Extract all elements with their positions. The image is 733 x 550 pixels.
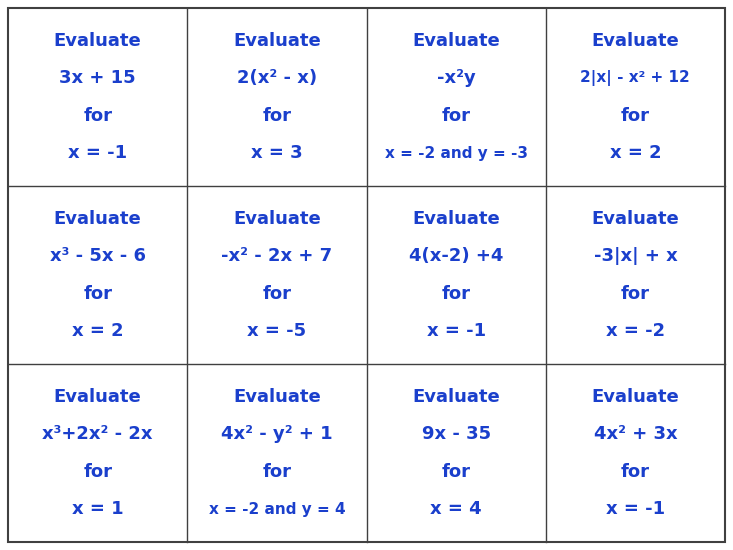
Text: -3|x| + x: -3|x| + x <box>594 248 677 265</box>
Text: 4x² - y² + 1: 4x² - y² + 1 <box>221 425 333 443</box>
Text: 4x² + 3x: 4x² + 3x <box>594 425 677 443</box>
Text: Evaluate: Evaluate <box>233 32 321 50</box>
Text: for: for <box>441 285 471 303</box>
Text: -x² - 2x + 7: -x² - 2x + 7 <box>221 248 333 265</box>
Text: 9x - 35: 9x - 35 <box>421 425 490 443</box>
Text: 2|x| - x² + 12: 2|x| - x² + 12 <box>581 70 690 86</box>
Text: Evaluate: Evaluate <box>592 210 679 228</box>
Text: Evaluate: Evaluate <box>592 32 679 50</box>
Text: x = -2: x = -2 <box>605 322 665 340</box>
Text: x = 2: x = 2 <box>72 322 123 340</box>
Text: x = 3: x = 3 <box>251 144 303 162</box>
Text: x = -2 and y = 4: x = -2 and y = 4 <box>209 502 345 516</box>
Text: Evaluate: Evaluate <box>54 388 141 406</box>
Text: x³ - 5x - 6: x³ - 5x - 6 <box>50 248 146 265</box>
Text: for: for <box>83 285 112 303</box>
Text: 3x + 15: 3x + 15 <box>59 69 136 87</box>
Text: for: for <box>621 107 650 125</box>
Text: Evaluate: Evaluate <box>412 32 500 50</box>
Text: x = -1: x = -1 <box>605 500 665 518</box>
Text: for: for <box>262 285 292 303</box>
Text: Evaluate: Evaluate <box>54 210 141 228</box>
Text: x = -1: x = -1 <box>68 144 128 162</box>
Text: for: for <box>621 285 650 303</box>
Text: Evaluate: Evaluate <box>412 388 500 406</box>
Text: x = 1: x = 1 <box>72 500 123 518</box>
Text: x = -2 and y = -3: x = -2 and y = -3 <box>385 146 528 161</box>
Text: x = -5: x = -5 <box>247 322 306 340</box>
Text: 4(x-2) +4: 4(x-2) +4 <box>409 248 504 265</box>
Text: Evaluate: Evaluate <box>54 32 141 50</box>
Text: for: for <box>83 107 112 125</box>
Text: Evaluate: Evaluate <box>233 388 321 406</box>
Text: Evaluate: Evaluate <box>592 388 679 406</box>
Text: for: for <box>441 463 471 481</box>
Text: for: for <box>262 107 292 125</box>
Text: Evaluate: Evaluate <box>233 210 321 228</box>
Text: 2(x² - x): 2(x² - x) <box>237 69 317 87</box>
Text: for: for <box>83 463 112 481</box>
Text: for: for <box>441 107 471 125</box>
Text: Evaluate: Evaluate <box>412 210 500 228</box>
Text: x³+2x² - 2x: x³+2x² - 2x <box>43 425 153 443</box>
Text: x = 4: x = 4 <box>430 500 482 518</box>
Text: for: for <box>621 463 650 481</box>
Text: for: for <box>262 463 292 481</box>
Text: -x²y: -x²y <box>437 69 476 87</box>
Text: x = 2: x = 2 <box>610 144 661 162</box>
Text: x = -1: x = -1 <box>427 322 486 340</box>
